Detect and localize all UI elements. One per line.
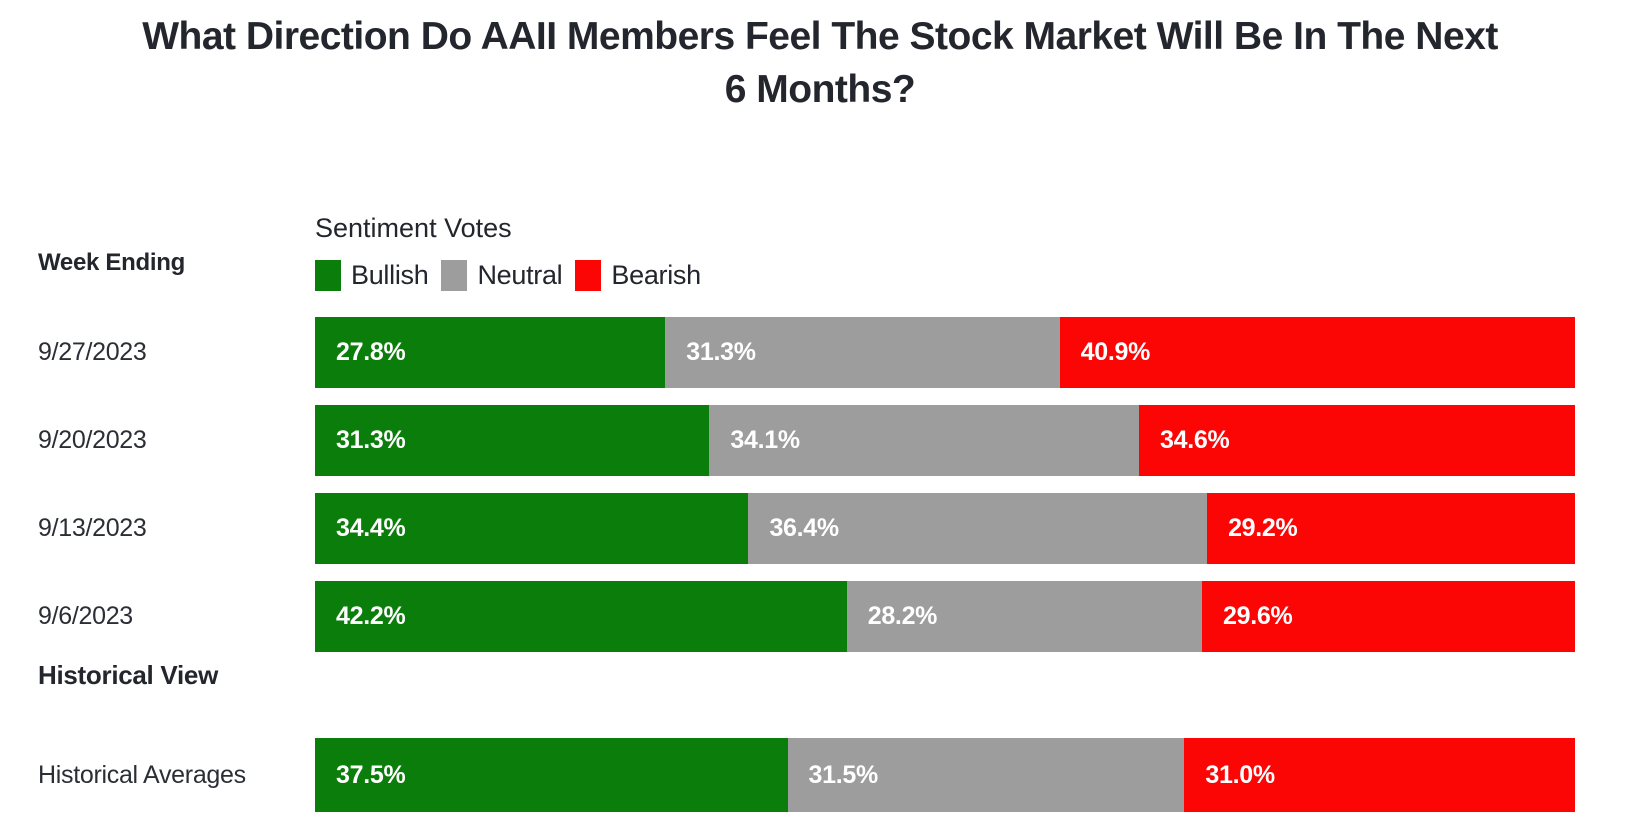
row-label: Historical Averages	[38, 760, 246, 789]
neutral-segment: 31.3%	[665, 317, 1060, 389]
segment-value: 34.4%	[336, 514, 406, 543]
bullish-segment: 34.4%	[315, 493, 749, 565]
bearish-segment: 40.9%	[1059, 317, 1575, 389]
bar-row: 9/20/2023 31.3% 34.1% 34.6%	[0, 405, 1640, 477]
legend-item-neutral: Neutral	[441, 260, 563, 292]
neutral-segment: 31.5%	[787, 738, 1185, 813]
bar-row: 9/27/2023 27.8% 31.3% 40.9%	[0, 317, 1640, 389]
neutral-segment: 28.2%	[846, 581, 1203, 653]
bar-row: Historical Averages 37.5% 31.5% 31.0%	[0, 738, 1640, 813]
bearish-segment: 31.0%	[1184, 738, 1575, 813]
segment-value: 27.8%	[336, 338, 406, 367]
segment-value: 29.2%	[1228, 514, 1298, 543]
legend: Sentiment Votes Bullish Neutral Bearish	[315, 213, 714, 292]
bar-track: 37.5% 31.5% 31.0%	[315, 738, 1575, 813]
bar-track: 27.8% 31.3% 40.9%	[315, 317, 1575, 389]
bearish-segment: 29.2%	[1207, 493, 1575, 565]
bar-row: 9/6/2023 42.2% 28.2% 29.6%	[0, 581, 1640, 653]
neutral-segment: 36.4%	[748, 493, 1208, 565]
legend-item-label: Neutral	[477, 260, 563, 291]
segment-value: 36.4%	[769, 514, 839, 543]
bullish-segment: 27.8%	[315, 317, 666, 389]
bullish-segment: 42.2%	[315, 581, 847, 653]
bullish-segment: 31.3%	[315, 405, 710, 477]
segment-value: 37.5%	[336, 760, 406, 789]
legend-item-label: Bullish	[351, 260, 429, 291]
segment-value: 34.1%	[730, 426, 800, 455]
bearish-swatch-icon	[575, 260, 602, 292]
row-label: 9/27/2023	[38, 338, 147, 367]
bearish-segment: 34.6%	[1139, 405, 1575, 477]
chart-header: Week Ending Sentiment Votes Bullish Neut…	[0, 213, 1640, 292]
segment-value: 31.0%	[1205, 760, 1275, 789]
legend-item-label: Bearish	[611, 260, 701, 291]
legend-item-bullish: Bullish	[315, 260, 429, 292]
weekly-rows: 9/27/2023 27.8% 31.3% 40.9% 9/20/2023 31…	[0, 317, 1640, 653]
row-label: 9/13/2023	[38, 514, 147, 543]
bar-track: 34.4% 36.4% 29.2%	[315, 493, 1575, 565]
legend-row: Bullish Neutral Bearish	[315, 260, 714, 292]
bullish-segment: 37.5%	[315, 738, 788, 813]
legend-title: Sentiment Votes	[315, 213, 512, 244]
bar-row: 9/13/2023 34.4% 36.4% 29.2%	[0, 493, 1640, 565]
bearish-segment: 29.6%	[1202, 581, 1575, 653]
segment-value: 28.2%	[867, 602, 938, 631]
row-label: 9/6/2023	[38, 602, 133, 631]
neutral-swatch-icon	[441, 260, 468, 292]
segment-value: 34.6%	[1160, 426, 1230, 455]
bullish-swatch-icon	[315, 260, 341, 292]
segment-value: 31.3%	[336, 426, 406, 455]
historical-view-heading: Historical View	[38, 660, 218, 691]
bar-track: 31.3% 34.1% 34.6%	[315, 405, 1575, 477]
neutral-segment: 34.1%	[709, 405, 1140, 477]
page-title: What Direction Do AAII Members Feel The …	[142, 15, 1498, 112]
row-label: 9/20/2023	[38, 426, 147, 455]
segment-value: 29.6%	[1223, 602, 1293, 631]
segment-value: 40.9%	[1080, 338, 1151, 367]
segment-value: 42.2%	[336, 602, 406, 631]
legend-item-bearish: Bearish	[575, 260, 701, 292]
segment-value: 31.5%	[808, 760, 879, 789]
week-ending-label: Week Ending	[38, 249, 185, 277]
historical-rows: Historical Averages 37.5% 31.5% 31.0%	[0, 738, 1640, 813]
segment-value: 31.3%	[686, 338, 756, 367]
bar-track: 42.2% 28.2% 29.6%	[315, 581, 1575, 653]
